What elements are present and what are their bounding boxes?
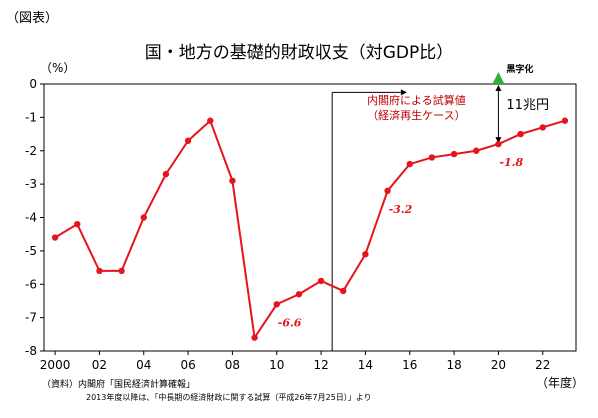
projection-label-line1: 内閣府による試算値 [367, 93, 466, 107]
gap-arrowhead-bottom [495, 137, 502, 144]
data-point [140, 214, 147, 221]
x-tick-label: 16 [402, 358, 417, 372]
data-point [362, 251, 369, 258]
x-tick-label: 10 [269, 358, 284, 372]
data-point [406, 160, 413, 168]
x-tick-label: 04 [136, 358, 151, 372]
series-line [54, 118, 566, 341]
data-point [340, 287, 347, 295]
target-triangle-icon [492, 72, 505, 84]
series-primary-balance [51, 117, 569, 341]
data-label: -6.6 [278, 316, 302, 329]
data-label: -1.8 [499, 156, 523, 169]
source-line-1: （資料）内閣府「国民経済計算確報」 [42, 378, 195, 390]
data-point [273, 301, 280, 308]
data-point [251, 334, 258, 341]
annotations: 内閣府による試算値 （経済再生ケース） 黒字化 11兆円 [331, 63, 549, 351]
x-tick-label: 06 [180, 358, 195, 372]
data-point [184, 137, 192, 144]
data-point [74, 220, 81, 228]
target-label: 黒字化 [506, 63, 533, 75]
y-tick-label: -4 [25, 211, 37, 225]
y-tick-label: -3 [25, 177, 37, 191]
data-point [450, 150, 458, 158]
y-tick-label: -6 [25, 277, 37, 291]
data-label: -3.2 [389, 203, 413, 216]
data-point [51, 234, 59, 241]
y-tick-label: 0 [29, 77, 37, 91]
data-point [561, 117, 569, 124]
data-point [317, 277, 325, 285]
y-ticks: 0 -1 -2 -3 -4 -5 -6 -7 -8 [25, 77, 44, 358]
data-point [495, 140, 502, 148]
data-point [295, 291, 303, 298]
x-tick-label: 22 [535, 358, 550, 372]
y-tick-label: -2 [25, 144, 37, 158]
data-point [162, 170, 170, 178]
figure-tag: （図表） [6, 11, 58, 26]
projection-arrowhead [400, 89, 407, 96]
y-axis-label: （%） [40, 61, 75, 75]
x-tick-label: 20 [491, 358, 506, 372]
data-point [207, 117, 214, 124]
source-line-2: 2013年度以降は、「中長期の経済財政に関する試算（平成26年7月25日）」より [86, 392, 372, 402]
gap-label: 11兆円 [506, 98, 549, 113]
x-tick-label: 18 [446, 358, 461, 372]
axes [43, 83, 577, 352]
data-point [473, 147, 480, 154]
data-point [96, 267, 103, 275]
projection-label-line2: （経済再生ケース） [367, 108, 465, 122]
data-point [517, 130, 524, 138]
y-tick-label: -7 [25, 311, 37, 325]
x-axis-label: （年度） [536, 375, 584, 390]
x-tick-label: 08 [225, 358, 240, 372]
x-tick-label: 14 [358, 358, 373, 372]
y-tick-label: -5 [25, 244, 37, 258]
data-point [229, 177, 236, 184]
x-tick-label: 02 [92, 358, 107, 372]
data-labels: -6.6 -3.2 -1.8 [278, 156, 524, 329]
data-point [118, 267, 125, 275]
data-point [539, 124, 546, 131]
x-tick-label: 12 [313, 358, 328, 372]
x-tick-label: 2000 [40, 358, 71, 372]
chart-title: 国・地方の基礎的財政収支（対GDP比） [145, 43, 454, 63]
plot-frame [43, 83, 577, 352]
gap-arrowhead-top [495, 85, 502, 91]
data-point [384, 187, 391, 194]
y-tick-label: -8 [25, 344, 37, 358]
x-ticks: 2000 02 04 06 08 10 12 14 16 18 20 22 [40, 351, 550, 372]
y-tick-label: -1 [25, 110, 37, 124]
data-point [428, 154, 436, 161]
